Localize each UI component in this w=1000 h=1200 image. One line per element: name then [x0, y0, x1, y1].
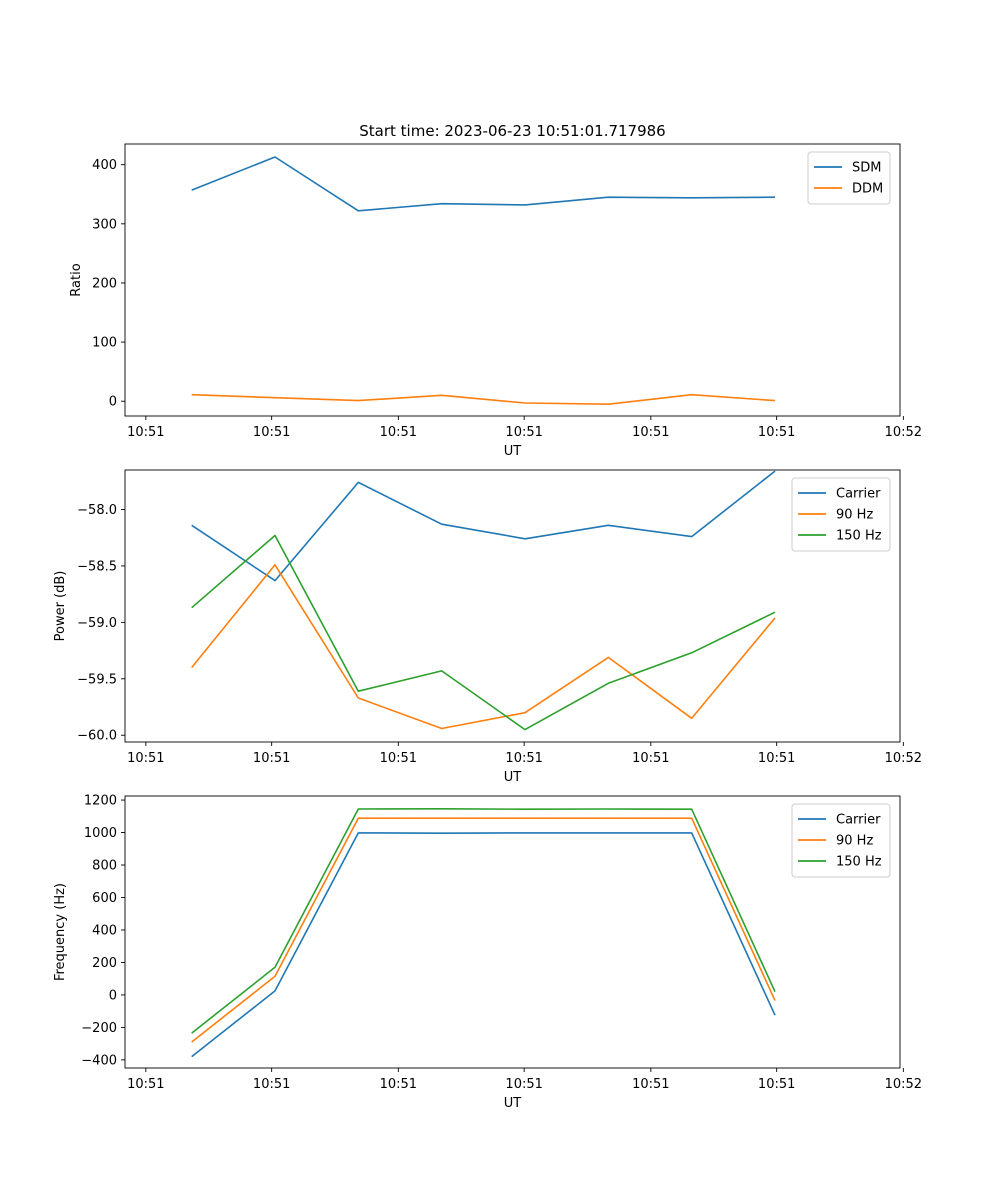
- legend-label: Carrier: [836, 813, 881, 828]
- x-tick-label: 10:51: [380, 1077, 417, 1092]
- x-tick-label: 10:51: [632, 1077, 669, 1092]
- y-tick-label: −58.0: [77, 503, 117, 518]
- y-axis-label: Power (dB): [53, 571, 68, 642]
- x-axis-label: UT: [504, 770, 522, 785]
- x-tick-label: 10:51: [380, 751, 417, 766]
- legend-label: DDM: [852, 182, 883, 197]
- legend: SDM DDM: [807, 151, 891, 205]
- x-tick-label: 10:51: [505, 1077, 542, 1092]
- y-tick-label: 800: [92, 859, 117, 874]
- y-axis-label: Ratio: [69, 263, 84, 296]
- y-tick-label: 1000: [84, 826, 117, 841]
- y-tick-label: 400: [92, 923, 117, 938]
- y-tick-label: 200: [92, 956, 117, 971]
- x-tick-label: 10:51: [758, 751, 795, 766]
- legend-label: Carrier: [836, 487, 881, 502]
- series-line-90-hz: [191, 817, 776, 1043]
- x-tick-label: 10:51: [127, 425, 164, 440]
- y-tick-label: 0: [109, 395, 117, 410]
- series-line-sdm: [191, 156, 776, 212]
- x-tick-label: 10:51: [127, 1077, 164, 1092]
- legend-label: 90 Hz: [836, 508, 873, 523]
- x-tick-label: 10:51: [758, 1077, 795, 1092]
- x-tick-label: 10:51: [758, 425, 795, 440]
- axes-frame: [124, 795, 901, 1069]
- y-tick-label: −400: [81, 1053, 117, 1068]
- x-tick-label: 10:52: [885, 751, 922, 766]
- x-tick-label: 10:51: [505, 751, 542, 766]
- legend: Carrier 90 Hz 150 Hz: [791, 477, 891, 552]
- y-axis-label: Frequency (Hz): [53, 883, 68, 981]
- legend-label: 90 Hz: [836, 834, 873, 849]
- series-line-carrier: [191, 470, 776, 582]
- legend: Carrier 90 Hz 150 Hz: [791, 803, 891, 878]
- legend-box: [807, 151, 891, 205]
- axes-frame: [124, 143, 901, 417]
- x-tick-label: 10:52: [885, 1077, 922, 1092]
- x-tick-label: 10:52: [885, 425, 922, 440]
- y-tick-label: 1200: [84, 794, 117, 809]
- legend-box: [791, 803, 891, 878]
- y-tick-label: 400: [92, 158, 117, 173]
- x-tick-label: 10:51: [127, 751, 164, 766]
- y-tick-label: −59.0: [77, 616, 117, 631]
- y-tick-label: −58.5: [77, 559, 117, 574]
- x-axis-label: UT: [504, 1096, 522, 1111]
- legend-box: [791, 477, 891, 552]
- x-axis-label: UT: [504, 444, 522, 459]
- x-tick-label: 10:51: [632, 751, 669, 766]
- series-line-150-hz: [191, 534, 776, 731]
- chart-panel-3: 10:51 10:51 10:51 10:51 10:51 10:51 10:52 −400 −…: [53, 794, 922, 1111]
- x-tick-label: 10:51: [632, 425, 669, 440]
- y-tick-label: 100: [92, 336, 117, 351]
- legend-label: 150 Hz: [836, 529, 882, 544]
- y-tick-label: −60.0: [77, 729, 117, 744]
- series-line-150-hz: [191, 807, 776, 1034]
- x-tick-label: 10:51: [253, 1077, 290, 1092]
- y-tick-label: −200: [81, 1021, 117, 1036]
- axes-frame: [124, 469, 901, 743]
- chart-panel-1: 10:51 10:51 10:51 10:51 10:51 10:51 10:52 0 100 2…: [69, 122, 922, 459]
- legend-label: SDM: [852, 161, 881, 176]
- series-line-ddm: [191, 393, 776, 406]
- chart-title: Start time: 2023-06-23 10:51:01.717986: [359, 122, 665, 140]
- y-tick-label: 200: [92, 276, 117, 291]
- y-tick-label: 600: [92, 891, 117, 906]
- y-tick-label: 0: [109, 988, 117, 1003]
- legend-label: 150 Hz: [836, 855, 882, 870]
- y-tick-label: 300: [92, 217, 117, 232]
- y-tick-label: −59.5: [77, 672, 117, 687]
- series-line-carrier: [191, 832, 776, 1058]
- x-tick-label: 10:51: [380, 425, 417, 440]
- series-line-90-hz: [191, 563, 776, 730]
- chart-panel-2: 10:51 10:51 10:51 10:51 10:51 10:51 10:52 −60.0…: [53, 469, 922, 785]
- x-tick-label: 10:51: [253, 751, 290, 766]
- x-tick-label: 10:51: [505, 425, 542, 440]
- x-tick-label: 10:51: [253, 425, 290, 440]
